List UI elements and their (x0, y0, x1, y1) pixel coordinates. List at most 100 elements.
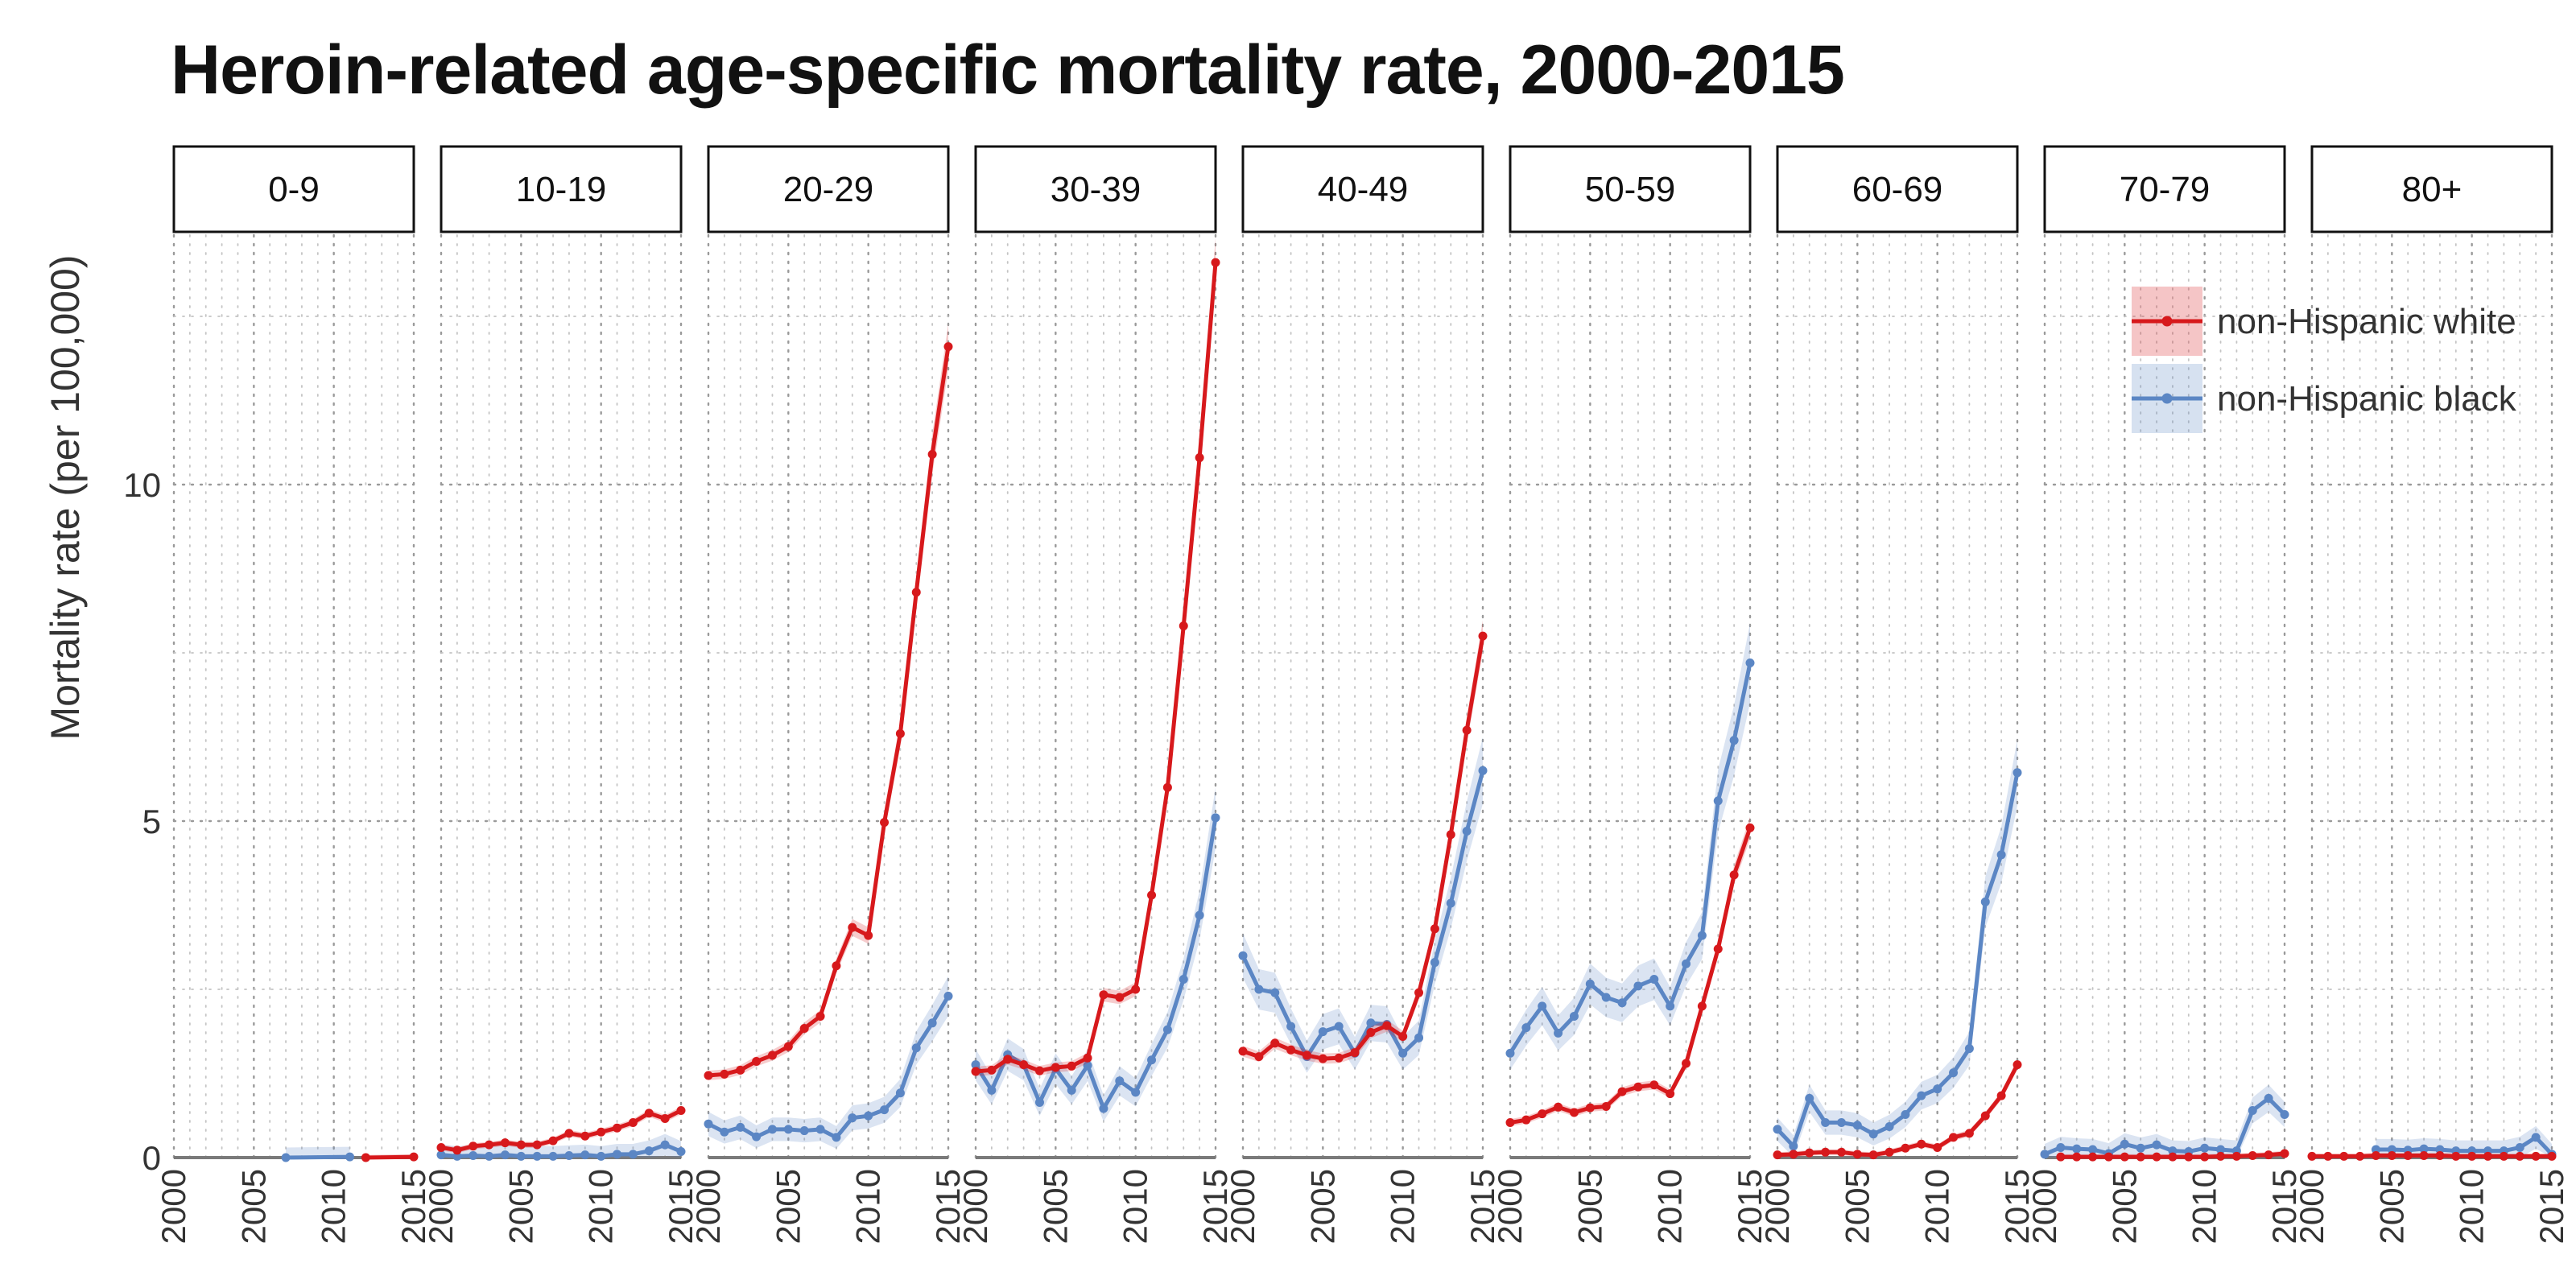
data-point-black (1270, 988, 1280, 997)
data-point-black (704, 1119, 713, 1129)
data-point-black (1254, 985, 1264, 994)
data-point-white (2168, 1152, 2178, 1162)
data-point-white (409, 1152, 419, 1162)
data-point-black (848, 1113, 857, 1123)
data-point-black (1917, 1091, 1926, 1100)
data-point-black (1585, 979, 1595, 989)
data-point-black (987, 1085, 997, 1095)
data-point-white (1917, 1139, 1926, 1149)
data-point-black (1162, 1025, 1172, 1034)
facet-strip (1509, 145, 1752, 233)
data-point-black (1067, 1085, 1076, 1095)
x-tick-label: 2010 (2453, 1169, 2491, 1244)
data-point-white (1554, 1102, 1563, 1112)
facet-strip (1776, 145, 2019, 233)
legend-label: non-Hispanic black (2217, 379, 2517, 419)
data-point-white (1713, 944, 1723, 954)
data-point-white (1789, 1150, 1798, 1159)
data-point-black (1745, 658, 1755, 668)
data-point-black (1729, 736, 1739, 745)
data-point-white (1350, 1048, 1360, 1058)
data-point-white (783, 1042, 793, 1051)
data-point-white (1254, 1052, 1264, 1062)
data-point-black (2072, 1144, 2082, 1154)
x-tick-label: 2015 (662, 1169, 700, 1244)
data-point-white (943, 342, 953, 352)
data-point-white (2483, 1151, 2493, 1161)
data-point-black (943, 991, 953, 1001)
data-point-white (1933, 1142, 1942, 1152)
data-point-white (1569, 1108, 1579, 1117)
data-point-black (1554, 1028, 1563, 1038)
data-point-white (1980, 1111, 1990, 1121)
data-point-black (2435, 1145, 2445, 1154)
data-point-white (2499, 1151, 2508, 1161)
data-point-black (815, 1125, 825, 1134)
data-point-black (1901, 1109, 1910, 1119)
data-point-white (613, 1123, 622, 1133)
x-tick-label: 2005 (1303, 1169, 1341, 1244)
data-point-black (1649, 974, 1659, 984)
series-line-black (707, 995, 951, 1140)
data-point-white (361, 1153, 370, 1162)
data-point-black (720, 1127, 729, 1137)
data-point-black (1034, 1097, 1044, 1107)
data-point-black (1601, 993, 1611, 1002)
data-point-black (783, 1125, 793, 1134)
x-tick-label: 2015 (1463, 1169, 1501, 1244)
data-point-black (2264, 1093, 2273, 1103)
data-point-white (2072, 1152, 2082, 1162)
data-point-white (2248, 1150, 2257, 1160)
data-point-black (2136, 1143, 2145, 1153)
data-point-black (436, 1150, 446, 1160)
data-point-white (1382, 1021, 1392, 1030)
facet-panel-0-9: 0-9 2000 2005 2010 2015 (155, 145, 432, 1244)
data-point-white (1505, 1118, 1515, 1128)
facet-strip (2043, 145, 2286, 233)
data-point-white (1334, 1053, 1344, 1063)
data-point-black (832, 1133, 841, 1142)
data-point-white (1682, 1059, 1691, 1068)
data-point-black (2168, 1146, 2178, 1156)
data-point-black (1949, 1068, 1959, 1078)
data-point-black (1569, 1011, 1579, 1021)
facet-panel-20-29: 20-29 2000 2005 2010 2015 (689, 145, 967, 1244)
series-line-white (440, 1108, 683, 1153)
x-tick-label: 2015 (2533, 1169, 2570, 1244)
data-point-black (1462, 827, 1472, 836)
data-point-white (2056, 1152, 2066, 1162)
data-point-white (1131, 985, 1141, 994)
series-line-white (1242, 635, 1485, 1061)
legend-label: non-Hispanic white (2217, 302, 2516, 341)
data-point-white (2136, 1152, 2145, 1162)
data-point-black (345, 1152, 355, 1162)
data-point-white (815, 1011, 825, 1021)
data-point-black (752, 1132, 762, 1141)
data-point-black (1996, 850, 2006, 860)
data-point-black (2515, 1142, 2524, 1152)
data-point-black (1366, 1018, 1376, 1028)
data-point-black (613, 1150, 622, 1159)
data-point-white (597, 1127, 606, 1137)
data-point-black (2088, 1145, 2098, 1154)
confidence-band-black (286, 1146, 350, 1158)
facet-label: 70-79 (2120, 170, 2211, 209)
legend-item-white: non-Hispanic white (2132, 287, 2516, 356)
data-point-white (2231, 1151, 2241, 1161)
x-tick-label: 2005 (502, 1169, 539, 1244)
x-tick-label: 2005 (1838, 1169, 1876, 1244)
legend-key-point (2161, 316, 2173, 327)
data-point-black (1131, 1088, 1141, 1097)
data-point-white (2387, 1150, 2396, 1160)
data-point-black (1115, 1076, 1125, 1086)
data-point-black (1964, 1044, 1974, 1054)
data-point-white (485, 1140, 494, 1150)
data-point-white (469, 1141, 478, 1151)
data-point-white (1821, 1147, 1831, 1157)
data-point-white (1195, 453, 1204, 463)
facet-strip (1241, 145, 1484, 233)
data-point-black (564, 1150, 574, 1160)
facet-panel-80+: 80+ 2000 2005 2010 2015 (2293, 145, 2570, 1244)
data-point-black (911, 1043, 921, 1053)
